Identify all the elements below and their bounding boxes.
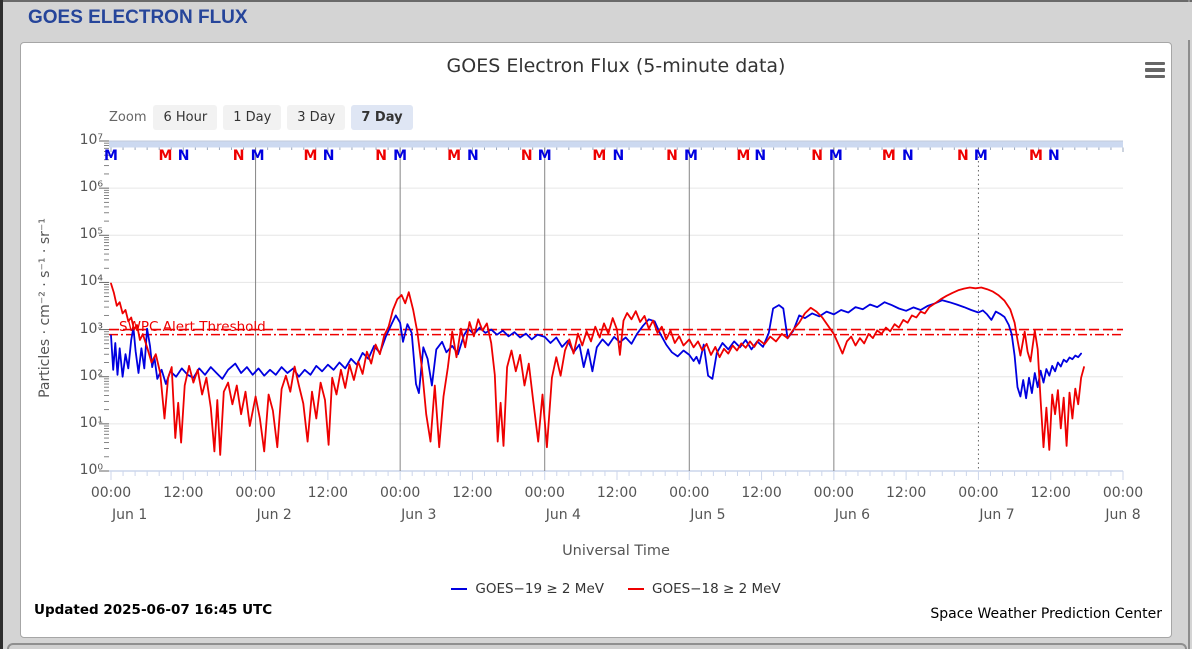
window-right-edge: [1188, 0, 1190, 649]
x-tick-label-day: Jun 4: [545, 507, 581, 523]
x-tick-label-midnight: 00:00: [958, 485, 999, 501]
marker-noon-goes19: N: [322, 148, 335, 164]
zoom-button-6-hour[interactable]: 6 Hour: [153, 104, 218, 130]
legend-item-goes-19[interactable]: GOES−19 ≥ 2 MeV: [451, 581, 604, 597]
zoom-controls: Zoom 6 Hour 1 Day 3 Day 7 Day: [109, 104, 419, 130]
chart-title: GOES Electron Flux (5-minute data): [446, 55, 786, 77]
y-tick-label: 10⁵: [79, 226, 103, 243]
legend-label: GOES−18 ≥ 2 MeV: [652, 581, 781, 597]
marker-noon-goes18: N: [666, 148, 678, 164]
hamburger-bar: [1145, 68, 1165, 72]
top-plot-band: [109, 141, 1123, 148]
marker-midnight-goes18: M: [158, 148, 173, 164]
marker-midnight-goes19: M: [537, 148, 552, 164]
hamburger-menu-icon[interactable]: [1141, 58, 1169, 82]
x-tick-label-day: Jun 5: [690, 507, 726, 523]
x-tick-label-day: Jun 7: [979, 507, 1015, 523]
x-tick-label-noon: 12:00: [596, 485, 638, 501]
page-header: GOES ELECTRON FLUX: [3, 2, 1192, 40]
y-tick-label: 10⁷: [79, 132, 103, 148]
x-tick-label-day: Jun 2: [256, 507, 292, 523]
hamburger-bar: [1145, 74, 1165, 79]
marker-noon-goes18: N: [375, 148, 387, 164]
hamburger-bar: [1145, 61, 1165, 66]
x-tick-label-noon: 12:00: [1030, 485, 1071, 501]
x-tick-label-day: Jun 8: [1105, 507, 1141, 523]
next-panel-edge: [7, 643, 1187, 649]
y-tick-label: 10⁶: [79, 179, 103, 196]
legend-line-goes-18: [628, 587, 644, 591]
y-tick-label: 10²: [79, 367, 103, 384]
y-tick-label: 10¹: [79, 414, 103, 431]
marker-noon-goes18: N: [232, 148, 245, 164]
y-tick-label: 10⁰: [79, 462, 103, 478]
page-title: GOES ELECTRON FLUX: [28, 7, 248, 28]
x-tick-label-midnight: 00:00: [813, 485, 855, 501]
updated-timestamp: Updated 2025-06-07 16:45 UTC: [34, 602, 273, 618]
window-top-edge: [0, 0, 1192, 2]
marker-midnight-goes18: M: [592, 148, 607, 164]
marker-midnight-goes19: M: [393, 148, 408, 164]
marker-noon-goes18: N: [811, 148, 823, 164]
zoom-button-group: 6 Hour 1 Day 3 Day 7 Day: [153, 104, 418, 130]
y-axis-title: Particles · cm⁻² · s⁻¹ · sr⁻¹: [37, 218, 53, 398]
series-line-goes-19: [110, 299, 1082, 400]
marker-noon-goes18: N: [520, 148, 533, 164]
window-left-edge: [0, 0, 3, 649]
marker-midnight-goes19: M: [250, 148, 265, 164]
marker-midnight-goes19: M: [684, 148, 698, 164]
marker-midnight-goes18: M: [303, 148, 318, 164]
marker-noon-goes19: N: [467, 148, 479, 164]
x-tick-label-noon: 12:00: [307, 485, 349, 501]
credit-text: Space Weather Prediction Center: [930, 606, 1162, 622]
marker-noon-goes19: N: [612, 148, 625, 164]
x-tick-label-midnight: 00:00: [379, 485, 421, 501]
x-tick-label-day: Jun 1: [112, 507, 148, 523]
threshold-label: SWPC Alert Threshold: [119, 319, 266, 335]
legend: GOES−19 ≥ 2 MeV GOES−18 ≥ 2 MeV: [109, 581, 1123, 597]
y-tick-label: 10³: [79, 320, 103, 337]
marker-midnight-goes18: M: [736, 148, 751, 164]
marker-midnight-goes19: M: [104, 148, 118, 164]
marker-noon-goes19: N: [754, 148, 767, 164]
x-tick-label-day: Jun 3: [401, 507, 437, 523]
legend-label: GOES−19 ≥ 2 MeV: [475, 581, 604, 597]
legend-line-goes-19: [451, 587, 468, 591]
electron-flux-plot[interactable]: [21, 43, 1171, 637]
marker-midnight-goes18: M: [1028, 148, 1043, 164]
y-tick-label: 10⁴: [79, 273, 103, 290]
x-tick-label-noon: 12:00: [452, 485, 493, 501]
marker-midnight-goes18: M: [447, 148, 462, 164]
zoom-button-7-day[interactable]: 7 Day: [351, 104, 413, 130]
zoom-label: Zoom: [109, 109, 147, 125]
x-axis-title: Universal Time: [562, 543, 670, 559]
marker-noon-goes19: N: [177, 148, 190, 164]
zoom-button-3-day[interactable]: 3 Day: [287, 104, 346, 130]
x-tick-label-midnight: 00:00: [1102, 485, 1144, 501]
marker-midnight-goes19: M: [973, 148, 988, 164]
chart-panel: GOES Electron Flux (5-minute data) Zoom …: [20, 42, 1172, 638]
x-tick-label-midnight: 00:00: [235, 485, 276, 501]
marker-noon-goes18: N: [956, 148, 969, 164]
marker-midnight-goes19: M: [828, 148, 843, 164]
marker-midnight-goes18: M: [881, 148, 896, 164]
x-tick-label-noon: 12:00: [163, 485, 204, 501]
x-tick-label-noon: 12:00: [741, 485, 782, 501]
x-tick-label-day: Jun 6: [834, 507, 871, 523]
x-tick-label-midnight: 00:00: [524, 485, 565, 501]
legend-item-goes-18[interactable]: GOES−18 ≥ 2 MeV: [628, 581, 781, 597]
x-tick-label-noon: 12:00: [885, 485, 927, 501]
marker-noon-goes19: N: [1048, 148, 1060, 164]
x-tick-label-midnight: 00:00: [90, 485, 132, 501]
series-line-goes-18: [110, 282, 1085, 456]
zoom-button-1-day[interactable]: 1 Day: [223, 104, 282, 130]
x-tick-label-midnight: 00:00: [669, 485, 710, 501]
marker-noon-goes19: N: [902, 148, 914, 164]
